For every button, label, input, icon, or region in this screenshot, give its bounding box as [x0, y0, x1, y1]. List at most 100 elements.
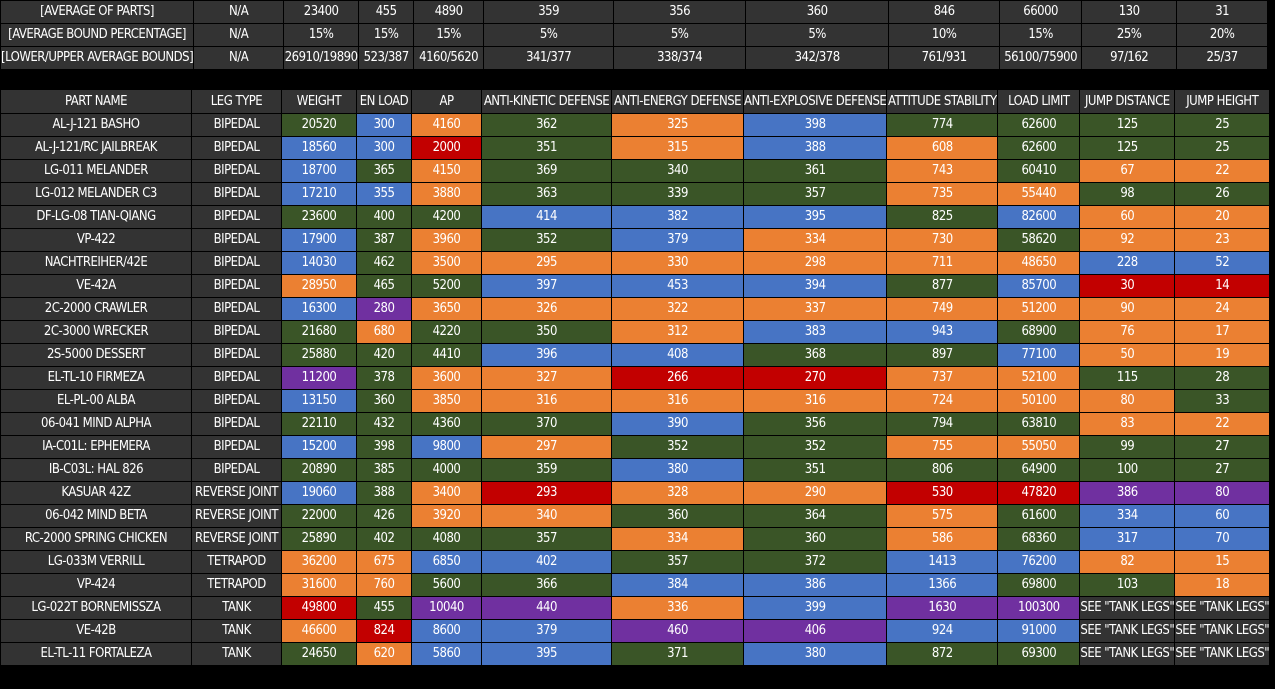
stat-cell[interactable]: 1630: [886, 596, 999, 620]
stat-cell[interactable]: 316: [742, 389, 888, 413]
column-header[interactable]: LEG TYPE: [191, 89, 282, 114]
stat-cell[interactable]: 18: [1174, 573, 1271, 597]
part-name-cell[interactable]: LG-022T BORNEMISSZA: [0, 596, 192, 620]
stat-cell[interactable]: 83: [1079, 412, 1176, 436]
stat-cell[interactable]: 4160: [411, 113, 482, 137]
stat-cell[interactable]: 388: [356, 481, 412, 505]
stat-cell[interactable]: 47820: [997, 481, 1081, 505]
leg-type-cell[interactable]: TETRAPOD: [191, 573, 282, 597]
summary-value-cell[interactable]: 455: [358, 0, 415, 24]
stat-cell[interactable]: 13150: [281, 389, 357, 413]
stat-cell[interactable]: 22: [1174, 412, 1271, 436]
stat-cell[interactable]: 290: [742, 481, 888, 505]
stat-cell[interactable]: 70: [1174, 527, 1271, 551]
stat-cell[interactable]: 406: [742, 619, 888, 643]
leg-type-cell[interactable]: BIPEDAL: [191, 343, 282, 367]
stat-cell[interactable]: 943: [886, 320, 999, 344]
leg-type-cell[interactable]: BIPEDAL: [191, 228, 282, 252]
stat-cell[interactable]: 295: [481, 251, 612, 275]
stat-cell[interactable]: 52: [1174, 251, 1271, 275]
stat-cell[interactable]: 380: [742, 642, 888, 666]
stat-cell[interactable]: 22110: [281, 412, 357, 436]
summary-value-cell[interactable]: 5%: [613, 23, 747, 47]
stat-cell[interactable]: 14: [1174, 274, 1271, 298]
stat-cell[interactable]: 3850: [411, 389, 482, 413]
stat-cell[interactable]: 20520: [281, 113, 357, 137]
summary-value-cell[interactable]: 25%: [1081, 23, 1178, 47]
stat-cell[interactable]: 24: [1174, 297, 1271, 321]
leg-type-cell[interactable]: BIPEDAL: [191, 412, 282, 436]
stat-cell[interactable]: 743: [886, 159, 999, 183]
summary-value-cell[interactable]: 356: [613, 0, 747, 24]
stat-cell[interactable]: 125: [1079, 136, 1176, 160]
leg-type-cell[interactable]: TETRAPOD: [191, 550, 282, 574]
stat-cell[interactable]: 76200: [997, 550, 1081, 574]
stat-cell[interactable]: 360: [611, 504, 744, 528]
stat-cell[interactable]: 806: [886, 458, 999, 482]
part-name-cell[interactable]: IB-C03L: HAL 826: [0, 458, 192, 482]
stat-cell[interactable]: 3600: [411, 366, 482, 390]
column-header[interactable]: AP: [411, 89, 482, 114]
part-name-cell[interactable]: VP-424: [0, 573, 192, 597]
stat-cell[interactable]: 368: [742, 343, 888, 367]
stat-cell[interactable]: 400: [356, 205, 412, 229]
stat-cell[interactable]: 4220: [411, 320, 482, 344]
stat-cell[interactable]: SEE "TANK LEGS": [1079, 619, 1176, 643]
stat-cell[interactable]: 298: [742, 251, 888, 275]
leg-type-cell[interactable]: BIPEDAL: [191, 320, 282, 344]
stat-cell[interactable]: 99: [1079, 435, 1176, 459]
summary-value-cell[interactable]: 4890: [413, 0, 485, 24]
part-name-cell[interactable]: EL-PL-00 ALBA: [0, 389, 192, 413]
stat-cell[interactable]: 460: [611, 619, 744, 643]
stat-cell[interactable]: 334: [1079, 504, 1176, 528]
leg-type-cell[interactable]: BIPEDAL: [191, 435, 282, 459]
stat-cell[interactable]: 60: [1079, 205, 1176, 229]
stat-cell[interactable]: 327: [481, 366, 612, 390]
summary-value-cell[interactable]: 523/387: [358, 46, 415, 70]
stat-cell[interactable]: 68900: [997, 320, 1081, 344]
stat-cell[interactable]: 4360: [411, 412, 482, 436]
stat-cell[interactable]: 18700: [281, 159, 357, 183]
summary-value-cell[interactable]: N/A: [193, 46, 285, 70]
stat-cell[interactable]: 361: [742, 159, 888, 183]
stat-cell[interactable]: 90: [1079, 297, 1176, 321]
stat-cell[interactable]: 3400: [411, 481, 482, 505]
stat-cell[interactable]: 363: [481, 182, 612, 206]
column-header[interactable]: ANTI-KINETIC DEFENSE: [481, 89, 612, 114]
stat-cell[interactable]: 339: [611, 182, 744, 206]
stat-cell[interactable]: 395: [742, 205, 888, 229]
stat-cell[interactable]: 426: [356, 504, 412, 528]
stat-cell[interactable]: 877: [886, 274, 999, 298]
summary-value-cell[interactable]: 5%: [483, 23, 615, 47]
part-name-cell[interactable]: 06-042 MIND BETA: [0, 504, 192, 528]
stat-cell[interactable]: 3500: [411, 251, 482, 275]
stat-cell[interactable]: 774: [886, 113, 999, 137]
stat-cell[interactable]: 328: [611, 481, 744, 505]
summary-value-cell[interactable]: 56100/75900: [999, 46, 1083, 70]
stat-cell[interactable]: 325: [611, 113, 744, 137]
leg-type-cell[interactable]: BIPEDAL: [191, 389, 282, 413]
stat-cell[interactable]: 620: [356, 642, 412, 666]
part-name-cell[interactable]: VP-422: [0, 228, 192, 252]
stat-cell[interactable]: 872: [886, 642, 999, 666]
stat-cell[interactable]: 21680: [281, 320, 357, 344]
stat-cell[interactable]: 228: [1079, 251, 1176, 275]
part-name-cell[interactable]: AL-J-121/RC JAILBREAK: [0, 136, 192, 160]
summary-value-cell[interactable]: 846: [888, 0, 1001, 24]
summary-value-cell[interactable]: 23400: [283, 0, 360, 24]
column-header[interactable]: EN LOAD: [356, 89, 412, 114]
stat-cell[interactable]: 1413: [886, 550, 999, 574]
part-name-cell[interactable]: LG-011 MELANDER: [0, 159, 192, 183]
stat-cell[interactable]: 336: [611, 596, 744, 620]
stat-cell[interactable]: 360: [742, 527, 888, 551]
stat-cell[interactable]: 825: [886, 205, 999, 229]
stat-cell[interactable]: 455: [356, 596, 412, 620]
stat-cell[interactable]: 432: [356, 412, 412, 436]
summary-value-cell[interactable]: N/A: [193, 23, 285, 47]
summary-label-cell[interactable]: [AVERAGE BOUND PERCENTAGE]: [0, 23, 195, 47]
stat-cell[interactable]: 3650: [411, 297, 482, 321]
stat-cell[interactable]: 2000: [411, 136, 482, 160]
stat-cell[interactable]: 440: [481, 596, 612, 620]
stat-cell[interactable]: 77100: [997, 343, 1081, 367]
stat-cell[interactable]: 27: [1174, 435, 1271, 459]
